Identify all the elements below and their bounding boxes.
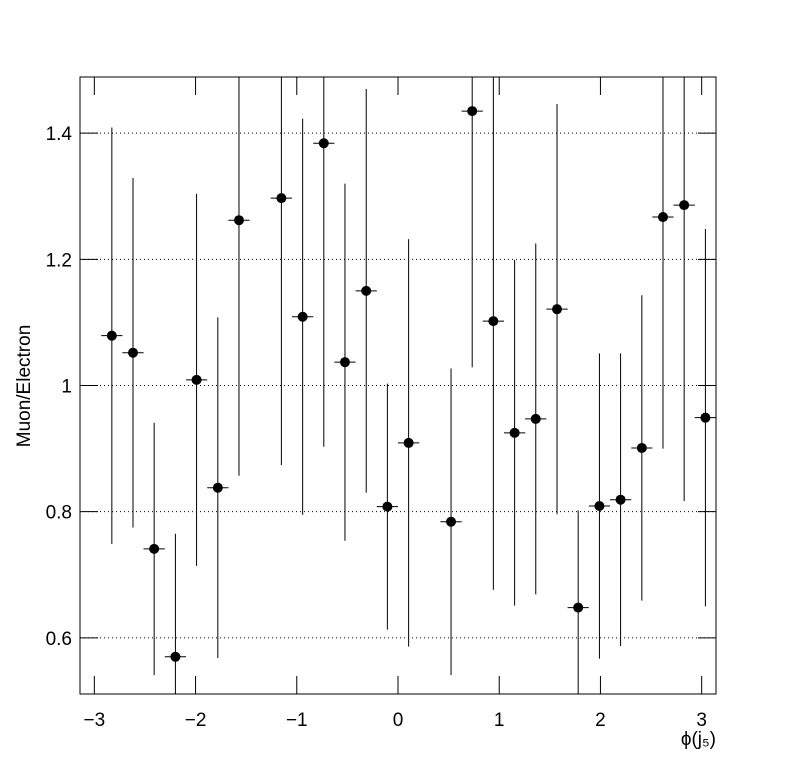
data-point	[318, 138, 329, 149]
data-point	[700, 412, 711, 423]
y-axis-label: Muon/Electron	[14, 325, 35, 448]
plot-frame	[79, 76, 717, 695]
data-point	[615, 494, 626, 505]
y-tick-label: 0.8	[46, 503, 72, 524]
data-point	[403, 437, 414, 448]
data-point	[276, 193, 287, 204]
data-point	[382, 501, 393, 512]
data-point	[339, 357, 350, 368]
y-tick-label: 1.4	[46, 124, 73, 145]
x-tick-label: −3	[83, 710, 105, 731]
data-point	[509, 427, 520, 438]
data-point	[128, 347, 138, 358]
x-tick-label: 2	[595, 710, 606, 731]
data-point	[191, 374, 202, 385]
data-point	[552, 304, 563, 315]
y-tick-label: 1	[61, 377, 72, 398]
x-axis-label: ϕ(j₅)	[681, 729, 716, 750]
x-tick-label: 3	[696, 710, 707, 731]
data-point	[297, 311, 308, 322]
x-tick-label: 1	[494, 710, 505, 731]
data-point	[149, 543, 160, 554]
y-tick-label: 0.6	[46, 629, 72, 650]
data-point	[573, 602, 584, 613]
data-point	[212, 482, 223, 493]
data-layer	[101, 77, 716, 694]
data-point	[530, 413, 541, 424]
data-point	[594, 500, 605, 511]
data-point	[170, 651, 181, 662]
data-point	[679, 200, 690, 211]
x-tick-label: 0	[393, 710, 404, 731]
data-point	[233, 215, 244, 226]
data-point	[467, 106, 478, 117]
data-point	[106, 330, 117, 341]
data-point	[636, 442, 647, 453]
y-tick-label: 1.2	[46, 250, 72, 271]
data-point	[488, 316, 499, 327]
x-tick-label: −1	[286, 710, 308, 731]
data-point	[446, 516, 457, 527]
data-point	[361, 285, 372, 296]
x-tick-label: −2	[185, 710, 207, 731]
data-point	[658, 212, 668, 223]
